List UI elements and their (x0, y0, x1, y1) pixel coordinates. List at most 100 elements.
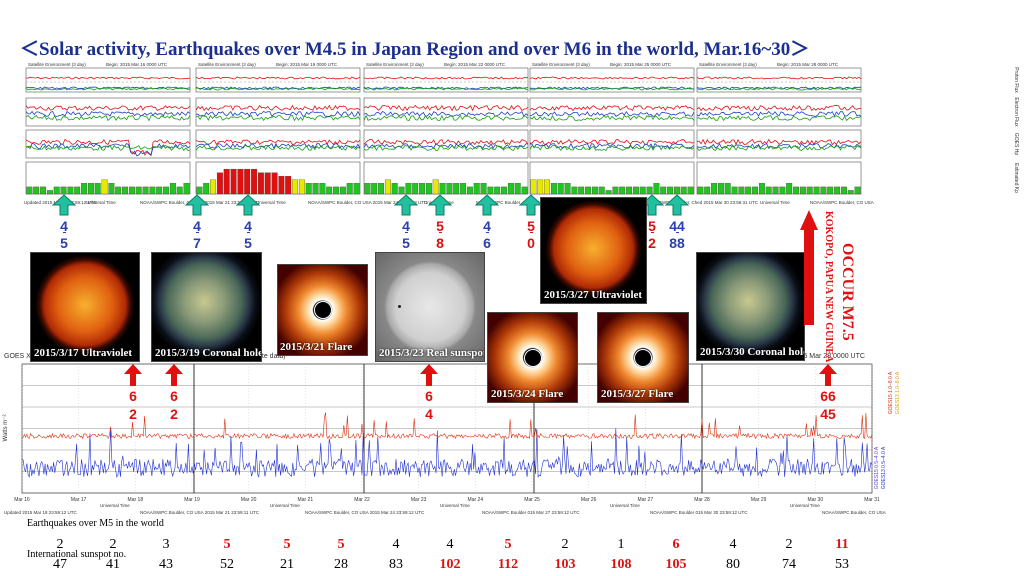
top-footer: NOAA/SWPC Boulder, Ched 2015 Mar 30 23:5… (645, 200, 759, 205)
kp-arrow-dash (676, 232, 679, 233)
kp-arrow-top: 5 (648, 218, 656, 234)
kp-bar (834, 186, 841, 195)
kp-bar (653, 183, 660, 195)
eq-count-cell: 11 (835, 537, 849, 552)
x-tick-label: Mar 28 (694, 497, 710, 503)
kp-bar (799, 186, 806, 195)
kp-arrow-top: 4 (402, 218, 410, 234)
kp-bar (571, 186, 578, 195)
xray-arrow-bottom: 2 (170, 406, 178, 422)
kp-bar (419, 183, 426, 195)
occur-line2: KOKOPO, PAPUA NEW GUINEA (823, 211, 834, 363)
kp-bar (26, 186, 33, 195)
kp-bar (412, 183, 419, 195)
x-tick-label: Mar 31 (864, 497, 880, 503)
flux-trace (529, 114, 695, 121)
eq-count-cell: 3 (162, 537, 170, 552)
sunspot-cell: 103 (554, 557, 576, 572)
satellite-environment-panel: Satellite Environment (3 day) Begin: 2015… (24, 62, 1019, 205)
top-frame (363, 129, 529, 159)
kp-arrow-top: 4 (193, 218, 201, 234)
kp-bar (122, 186, 129, 195)
flux-trace (696, 110, 862, 117)
eq-count-cell: 6 (672, 537, 680, 552)
solar-photo: 2015/3/27 Ultraviolet (540, 197, 647, 304)
kp-bar (530, 179, 537, 195)
x-tick-label: Mar 20 (241, 497, 257, 503)
x-tick-label: Mar 17 (71, 497, 87, 503)
top-frame (696, 161, 862, 195)
sunspot-cell: 21 (280, 557, 294, 572)
top-header: Satellite Environment (3 day) (699, 62, 757, 67)
occulter-ring (313, 301, 332, 319)
x-tick-label: Mar 22 (354, 497, 370, 503)
kp-bar (745, 186, 752, 195)
kp-arrow-dash (530, 232, 533, 233)
kp-arrow-icon (185, 194, 209, 216)
kp-bar (619, 186, 626, 195)
solar-photo: 2015/3/21 Flare (277, 264, 368, 356)
kp-arrow-icon (394, 194, 418, 216)
xray-legend-label: GOES15 1.0–8.0 A (888, 371, 894, 414)
kp-bar (758, 183, 765, 195)
xray-arrow-bottom: 4 (425, 406, 433, 422)
sunspot-cell: 112 (497, 557, 519, 572)
flux-trace (195, 87, 361, 91)
kp-bar (854, 186, 861, 195)
xray-footer: NOAA/SWPC Boulder, CO USA (822, 510, 886, 515)
eq-count-cell: 4 (392, 537, 400, 552)
kp-bar (646, 186, 653, 195)
kp-bar (578, 186, 585, 195)
kp-bar (391, 183, 398, 195)
top-footer: NOAA/SWPC Boulder, CO USA 2015 Mar 24 23… (308, 200, 428, 205)
kp-arrow-icon (665, 194, 689, 216)
kp-bar (101, 179, 108, 195)
kp-bar (591, 186, 598, 195)
kp-arrow-bottom: 8 (436, 235, 444, 251)
kp-arrow-bottom: 5 (402, 235, 410, 251)
kp-bar (632, 186, 639, 195)
kp-bar (827, 186, 834, 195)
flux-trace (195, 110, 361, 118)
kp-bar (135, 186, 142, 195)
kp-bar (786, 183, 793, 195)
xray-arrow-top: 6 (425, 388, 433, 404)
photo-caption: 2015/3/23 Real sunspot (379, 347, 485, 359)
top-footer: Universal Time (86, 200, 116, 205)
kp-arrow-dash (486, 232, 489, 233)
xray-arrow-icon (819, 364, 837, 386)
flux-trace (529, 110, 695, 117)
kp-bar (339, 186, 346, 195)
x-tick-label: Mar 23 (411, 497, 427, 503)
kp-bar (738, 186, 745, 195)
eq-count-cell: 2 (561, 537, 569, 552)
top-header: Satellite Environment (3 day) (532, 62, 590, 67)
kp-bar (251, 168, 258, 195)
top-frame (195, 161, 361, 195)
kp-arrow-top: 5 (527, 218, 535, 234)
kp-bar (203, 183, 210, 195)
sunspot-dot (398, 305, 401, 308)
flux-trace (25, 87, 191, 91)
x-tick-label: Mar 21 (298, 497, 314, 503)
kp-bar (806, 186, 813, 195)
page-title: ＜Solar activity, Earthquakes over M4.5 i… (20, 39, 810, 60)
kp-bar (271, 172, 278, 195)
ss-row-label: International sunspot no. (27, 549, 127, 560)
kp-bar (81, 183, 88, 195)
side-label: GOES Hp (1013, 133, 1019, 155)
xray-footer: NOAA/SWPC Boulder, CO USA 2015 Mar 24 23… (305, 510, 425, 515)
eq-count-cell: 2 (785, 537, 793, 552)
kp-bar (704, 186, 711, 195)
flux-trace (363, 139, 529, 146)
kp-bar (660, 186, 667, 195)
photo-caption: 2015/3/21 Flare (280, 341, 353, 353)
kp-arrow-dash (196, 232, 199, 233)
sunspot-cell: 83 (389, 557, 403, 572)
flux-trace (529, 87, 695, 91)
top-frame (363, 161, 529, 195)
kp-bar (285, 176, 292, 195)
x-tick-label: Mar 16 (14, 497, 30, 503)
kp-bar (673, 186, 680, 195)
kp-bar (312, 183, 319, 195)
